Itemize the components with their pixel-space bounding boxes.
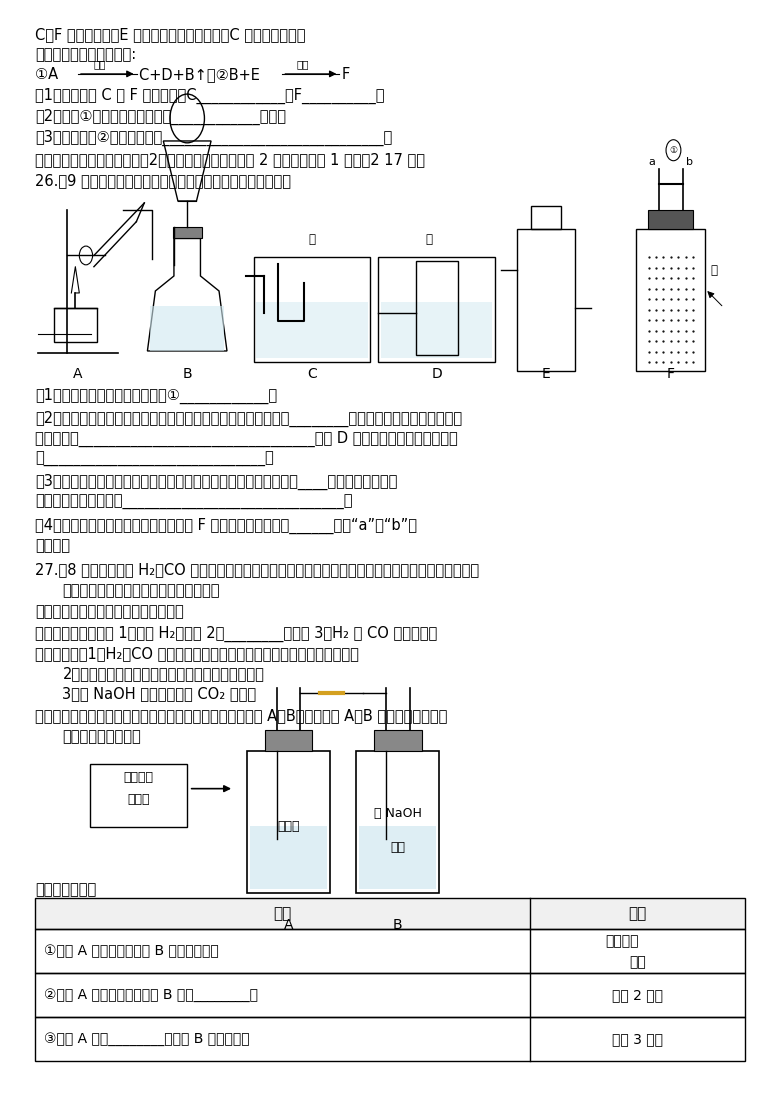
Bar <box>378 257 495 362</box>
Text: 水: 水 <box>309 233 315 246</box>
Text: D: D <box>431 367 442 382</box>
Text: 浓硫酸: 浓硫酸 <box>278 820 300 833</box>
Text: 浓 NaOH: 浓 NaOH <box>374 807 422 820</box>
Text: C、F 是黑色固体，E 为銀白色固态金属单质，C 常用作催化剂。: C、F 是黑色固体，E 为銀白色固态金属单质，C 常用作催化剂。 <box>35 28 306 43</box>
Text: B: B <box>183 367 192 382</box>
Text: 学方程式为________________________________，用 D 装置收集氧气，验满的方法: 学方程式为________________________________，用 … <box>35 431 458 448</box>
Text: a: a <box>649 157 656 167</box>
Text: ③装置 A 质量________，装置 B 质量增加。: ③装置 A 质量________，装置 B 质量增加。 <box>44 1032 250 1046</box>
Text: ②装置 A 质量无变化，装置 B 质量________。: ②装置 A 质量无变化，装置 B 质量________。 <box>44 988 258 1002</box>
Bar <box>35 973 745 1017</box>
Text: （4）实验室制取较为纯净的氢气时可用 F 装置收集，氢气应从______（填“a”或“b”）: （4）实验室制取较为纯净的氢气时可用 F 装置收集，氢气应从______（填“a… <box>35 517 417 534</box>
Text: 是______________________________。: 是______________________________。 <box>35 452 274 468</box>
Text: 27.（8 分）某气体由 H₂、CO 中的一种或两种组成，某化学兴趣小组对该气体的组成进行探究。请你参与: 27.（8 分）某气体由 H₂、CO 中的一种或两种组成，某化学兴趣小组对该气体… <box>35 563 479 578</box>
Text: 2．浓硫酸能吸收水分，是实验室里常用的干燥剑；: 2．浓硫酸能吸收水分，是实验室里常用的干燥剑； <box>62 666 264 682</box>
Bar <box>54 308 97 342</box>
Text: 推测该气体的组成。: 推测该气体的组成。 <box>62 729 141 745</box>
Text: （1）写出物质 C 和 F 的化学式：C____________，F__________；: （1）写出物质 C 和 F 的化学式：C____________，F______… <box>35 88 385 105</box>
Text: （1）写出图中标号仪器的名称：①____________。: （1）写出图中标号仪器的名称：①____________。 <box>35 388 277 405</box>
Text: 猜　　想: 猜 想 <box>605 934 639 949</box>
Bar <box>35 1017 745 1061</box>
Text: 现象: 现象 <box>274 906 292 921</box>
Text: 成立: 成立 <box>629 955 646 968</box>
Text: 气体燃烧: 气体燃烧 <box>123 771 154 784</box>
Text: A: A <box>284 919 293 932</box>
Bar <box>636 229 705 372</box>
Bar <box>90 764 187 827</box>
Text: C+D+B↑；②B+E: C+D+B↑；②B+E <box>139 67 264 83</box>
Text: 溶液: 溶液 <box>390 840 406 854</box>
Bar <box>381 302 492 358</box>
Text: 』猜想与假设『猜想 1：只有 H₂；猜想 2：________，猜想 3：H₂ 和 CO 的混合物。: 』猜想与假设『猜想 1：只有 H₂；猜想 2：________，猜想 3：H₂ … <box>35 625 438 642</box>
Bar <box>416 260 458 354</box>
Bar <box>35 929 745 973</box>
Bar <box>531 206 561 229</box>
Text: E: E <box>541 367 551 382</box>
Text: 猜想 2 成立: 猜想 2 成立 <box>612 988 663 1002</box>
Text: C: C <box>307 367 317 382</box>
Text: 』提供信息『1．H₂、CO 中的一种或两种组成的气体能在氧气中安静的燃烧；: 』提供信息『1．H₂、CO 中的一种或两种组成的气体能在氧气中安静的燃烧； <box>35 646 359 662</box>
Text: ①A: ①A <box>35 67 63 83</box>
Text: 猜想 3 成立: 猜想 3 成立 <box>612 1032 663 1046</box>
Text: b: b <box>686 157 693 167</box>
Text: F: F <box>342 67 350 83</box>
Text: （3）写出反应②的化学方程式______________________________。: （3）写出反应②的化学方程式__________________________… <box>35 130 392 147</box>
Text: 3．浓 NaOH 溶液可以吸收 CO₂ 气体。: 3．浓 NaOH 溶液可以吸收 CO₂ 气体。 <box>62 686 257 702</box>
Text: A: A <box>73 367 83 382</box>
Bar <box>360 826 436 889</box>
Bar <box>374 730 421 751</box>
Text: 26.（9 分）根据下列装置，结合所学化学知识回答下列问题。: 26.（9 分）根据下列装置，结合所学化学知识回答下列问题。 <box>35 173 291 189</box>
Text: 』提出问题『该气体由什么物质组成？: 』提出问题『该气体由什么物质组成？ <box>35 604 184 620</box>
Bar <box>247 751 330 893</box>
Text: 加热: 加热 <box>94 60 106 69</box>
Text: B: B <box>393 919 402 932</box>
Bar <box>265 730 312 751</box>
Bar <box>257 302 367 358</box>
Text: F: F <box>667 367 675 382</box>
Text: 点燃: 点燃 <box>296 60 309 69</box>
Text: 三、实验与探究题（本大题共2个小题，化学方程式每空 2 分，其余每空 1 分，共2 17 分）: 三、实验与探究题（本大题共2个小题，化学方程式每空 2 分，其余每空 1 分，共… <box>35 152 425 168</box>
Bar <box>150 306 225 351</box>
Bar <box>172 227 202 238</box>
Text: （3）实验室常用稀盐酸和石灌石反应制取二氧化碳，发生装置选用____（填上图字母），: （3）实验室常用稀盐酸和石灌石反应制取二氧化碳，发生装置选用____（填上图字母… <box>35 474 398 491</box>
Text: 』现象与结论『: 』现象与结论『 <box>35 882 97 898</box>
Text: 该反应的化学方程式为______________________________。: 该反应的化学方程式为______________________________… <box>35 495 353 511</box>
Text: （2）用氯酸鿨和二氧化锡共热制取氧气时，可选用的发生装置是________（填上图字母），该反应的化: （2）用氯酸鿨和二氧化锡共热制取氧气时，可选用的发生装置是________（填上… <box>35 410 463 427</box>
Bar <box>254 257 370 362</box>
Bar <box>517 229 575 372</box>
Text: 水: 水 <box>425 233 432 246</box>
Bar <box>356 751 439 893</box>
Text: ①: ① <box>669 146 678 154</box>
Text: 探究并填写下列空格（包括表中的空格）: 探究并填写下列空格（包括表中的空格） <box>62 583 220 599</box>
Bar <box>648 211 693 229</box>
Text: （2）反应①属于基本反应类型中____________反应；: （2）反应①属于基本反应类型中____________反应； <box>35 109 286 126</box>
Text: 它们之间有如下转化关系:: 它们之间有如下转化关系: <box>35 47 136 63</box>
Text: 水: 水 <box>711 264 718 277</box>
Bar <box>35 898 745 929</box>
Text: ①装置 A 质量增加，装置 B 质量无变化。: ①装置 A 质量增加，装置 B 质量无变化。 <box>44 944 219 957</box>
Text: 』实验设计『将气体在氧气中完全燃烧的产物依次通过装置 A、B，根据装置 A、B 的质量变化情况来: 』实验设计『将气体在氧气中完全燃烧的产物依次通过装置 A、B，根据装置 A、B … <box>35 708 448 724</box>
Text: 的产物: 的产物 <box>127 793 150 806</box>
Bar <box>250 826 327 889</box>
Text: 端通入。: 端通入。 <box>35 538 70 554</box>
Text: 结论: 结论 <box>629 906 647 921</box>
